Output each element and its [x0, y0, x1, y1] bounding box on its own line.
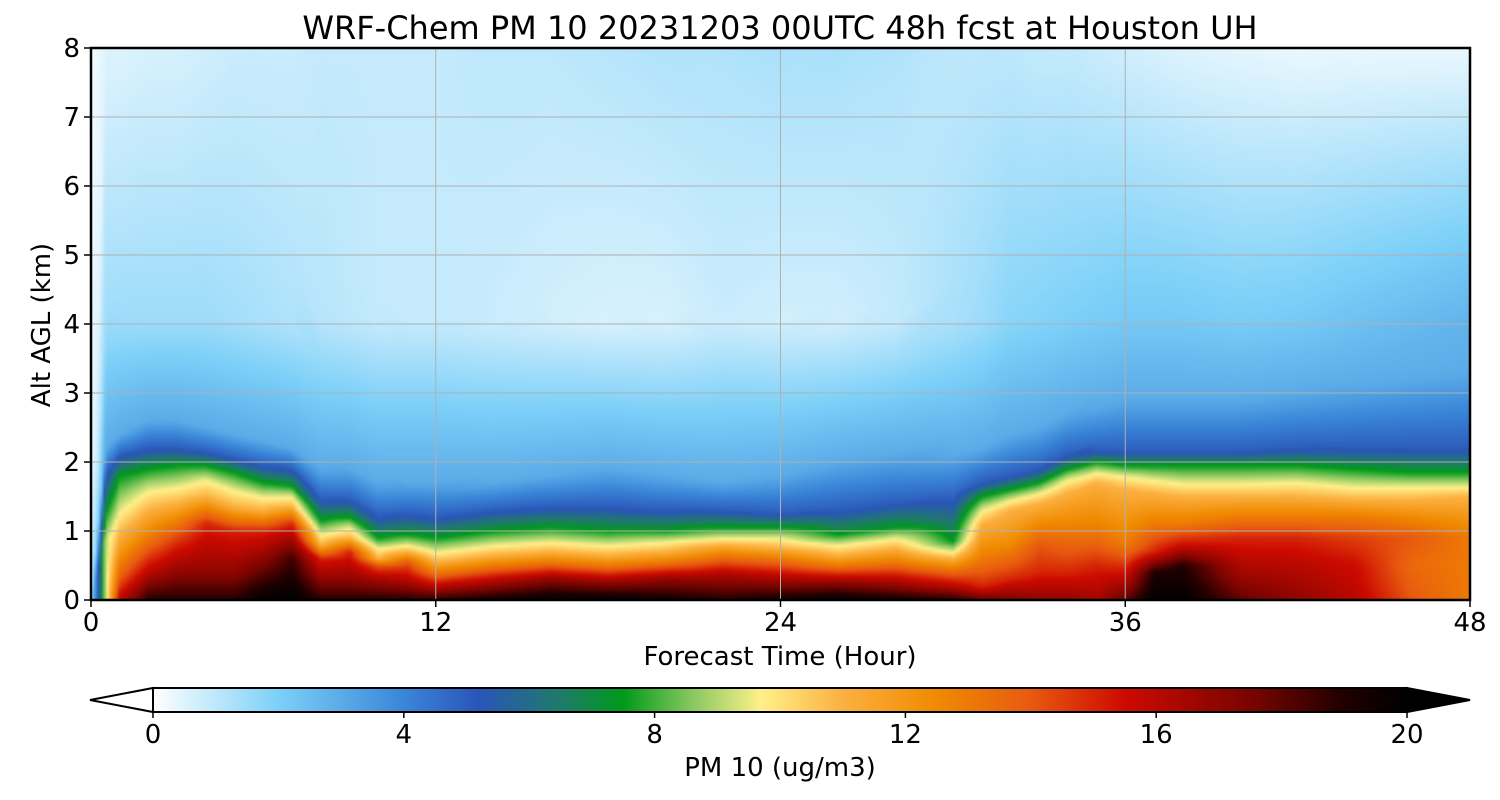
colorbar-tick-label: 16	[1140, 720, 1173, 750]
colorbar-tick-label: 12	[889, 720, 922, 750]
x-tick-label: 12	[419, 608, 452, 638]
x-tick-label: 48	[1453, 608, 1486, 638]
colorbar-gradient	[152, 687, 1408, 713]
y-axis-label: Alt AGL (km)	[27, 243, 57, 407]
y-tick-label: 4	[63, 310, 80, 340]
colorbar-tick-label: 20	[1390, 720, 1423, 750]
x-tick-label: 24	[764, 608, 797, 638]
colorbar-tick-label: 4	[396, 720, 413, 750]
y-tick-label: 3	[63, 379, 80, 409]
colorbar: 0 4 8 12 16 20 PM 10 (ug/m3)	[89, 686, 1471, 783]
x-axis-label: Forecast Time (Hour)	[643, 642, 916, 672]
colorbar-extend-low	[89, 686, 154, 714]
y-tick-label: 1	[63, 517, 80, 547]
colorbar-tick-label: 8	[646, 720, 663, 750]
x-tick-label: 0	[83, 608, 100, 638]
colorbar-extend-high	[1406, 686, 1471, 714]
y-axis-ticks: 0 1 2 3 4 5 6 7 8	[63, 34, 91, 616]
chart-title: WRF-Chem PM 10 20231203 00UTC 48h fcst a…	[302, 9, 1257, 47]
plot-area	[89, 46, 1472, 602]
y-tick-label: 5	[63, 241, 80, 271]
colorbar-tick-label: 0	[145, 720, 162, 750]
y-tick-label: 7	[63, 103, 80, 133]
y-tick-label: 6	[63, 172, 80, 202]
colorbar-ticks: 0 4 8 12 16 20	[145, 712, 1424, 750]
y-tick-label: 8	[63, 34, 80, 64]
y-tick-label: 0	[63, 586, 80, 616]
x-tick-label: 36	[1109, 608, 1142, 638]
y-tick-label: 2	[63, 448, 80, 478]
colorbar-label: PM 10 (ug/m3)	[684, 753, 876, 783]
x-axis-ticks: 0 12 24 36 48	[83, 600, 1487, 638]
